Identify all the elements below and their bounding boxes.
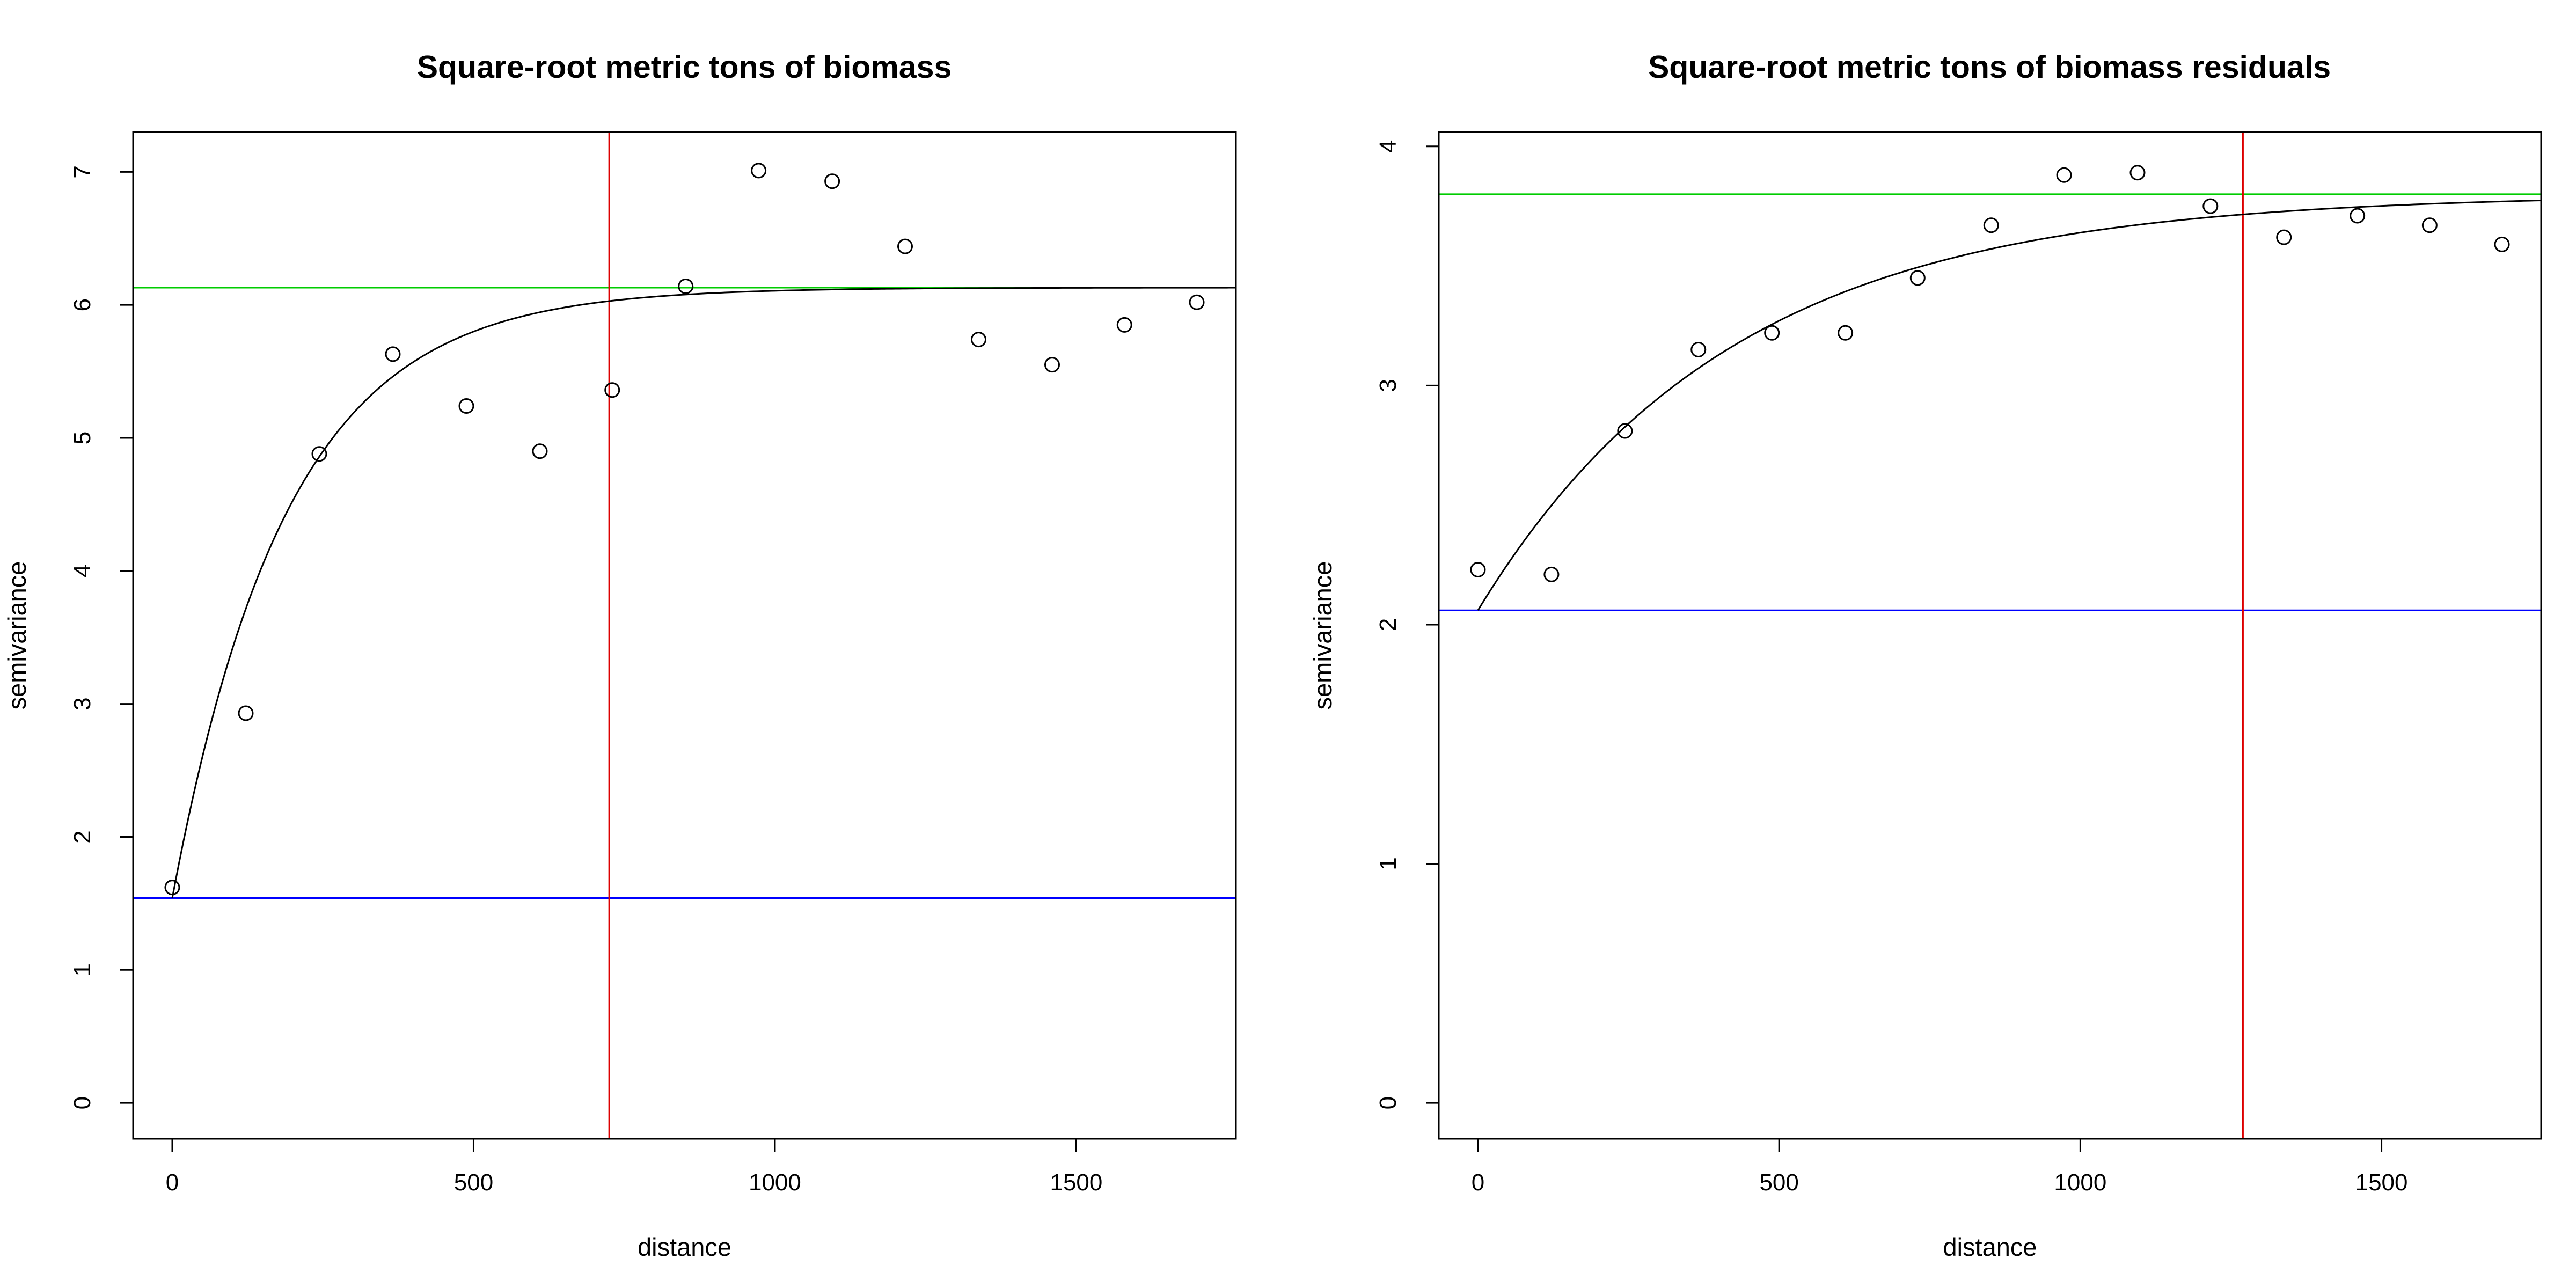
- panel-2-data-point: [2350, 208, 2366, 224]
- panel-1-data-point: [824, 173, 840, 189]
- panel-2-data-point: [1617, 423, 1633, 439]
- panel-2-data-point: [2129, 165, 2146, 181]
- panel-1-data-point: [971, 332, 986, 348]
- panel-2-plot-border: [1438, 131, 2542, 1140]
- panel-1-x-tick-label: 1500: [1050, 1169, 1102, 1196]
- panel-2-x-tick-label: 1500: [2355, 1169, 2408, 1196]
- panel-1-data-point: [1116, 317, 1132, 333]
- panel-2-data-point: [2202, 198, 2219, 214]
- panel-2-data-point: [2276, 229, 2292, 245]
- panel-2-plot-area: [1439, 132, 2541, 1139]
- panel-1-data-point: [385, 346, 401, 362]
- panel-1-data-point: [458, 398, 474, 414]
- panel-1-data-point: [897, 238, 913, 254]
- panel-2-title: Square-root metric tons of biomass resid…: [1648, 49, 2331, 85]
- panel-2-data-point: [2056, 167, 2072, 183]
- panel-1-y-tick-label: 6: [69, 298, 96, 311]
- panel-2-chart: Square-root metric tons of biomass resid…: [1308, 49, 2542, 1261]
- panel-2-data-point: [1909, 270, 1926, 286]
- panel-2-y-tick-label: 2: [1375, 618, 1401, 631]
- panel-1-plot-border: [132, 131, 1237, 1140]
- panel-2-data-point: [1764, 325, 1780, 341]
- panel-2-y-axis-label: semivariance: [1308, 561, 1337, 710]
- panel-1-data-point: [238, 705, 254, 721]
- panel-2-y-tick-label: 1: [1375, 857, 1401, 870]
- panel-1-data-point: [1189, 294, 1205, 310]
- panel-2-x-axis-label: distance: [1943, 1233, 2037, 1261]
- panel-1-data-point: [751, 163, 767, 179]
- panel-2-x-tick-label: 0: [1472, 1169, 1484, 1196]
- panel-1-data-point: [532, 443, 548, 459]
- panel-1-y-axis-label: semivariance: [3, 561, 31, 710]
- panel-2-y-tick-label: 0: [1375, 1096, 1401, 1109]
- panel-1-data-point: [1044, 357, 1060, 373]
- panel-2-data-point: [1983, 217, 1999, 233]
- panel-1-data-point: [164, 880, 180, 896]
- panel-1-y-tick-label: 0: [69, 1096, 96, 1109]
- panel-2-x-tick-label: 500: [1759, 1169, 1798, 1196]
- panel-1-y-tick-label: 3: [69, 697, 96, 710]
- panel-1-fitted-model-curve: [171, 287, 1236, 898]
- panel-1-title: Square-root metric tons of biomass: [417, 49, 952, 85]
- panel-2-data-point: [1470, 561, 1486, 577]
- panel-2-data-point: [2421, 217, 2438, 233]
- panel-1-x-tick-label: 500: [454, 1169, 493, 1196]
- panel-2-data-point: [1690, 342, 1707, 358]
- panel-1-data-point: [311, 446, 327, 462]
- panel-1-y-tick-label: 4: [69, 565, 96, 577]
- panel-2-data-point: [2494, 236, 2510, 252]
- panel-1-data-point: [604, 382, 620, 398]
- panel-2-x-tick-label: 1000: [2054, 1169, 2106, 1196]
- panel-2-data-point: [1838, 325, 1854, 341]
- panel-1-x-tick-label: 0: [166, 1169, 179, 1196]
- panel-1-plot-area: [133, 132, 1236, 1139]
- panel-2-data-point: [1543, 566, 1560, 582]
- panel-2-y-tick-label: 4: [1375, 140, 1401, 152]
- panel-1-y-tick-label: 1: [69, 963, 96, 976]
- panel-1-y-tick-label: 5: [69, 431, 96, 444]
- panel-1-x-tick-label: 1000: [749, 1169, 801, 1196]
- panel-1-y-tick-label: 2: [69, 830, 96, 843]
- panel-1-data-point: [678, 278, 694, 294]
- panel-2-y-tick-label: 3: [1375, 379, 1401, 392]
- panel-1-x-axis-label: distance: [638, 1233, 731, 1261]
- panel-1-y-tick-label: 7: [69, 165, 96, 178]
- panel-2-fitted-model-curve: [1477, 199, 2541, 611]
